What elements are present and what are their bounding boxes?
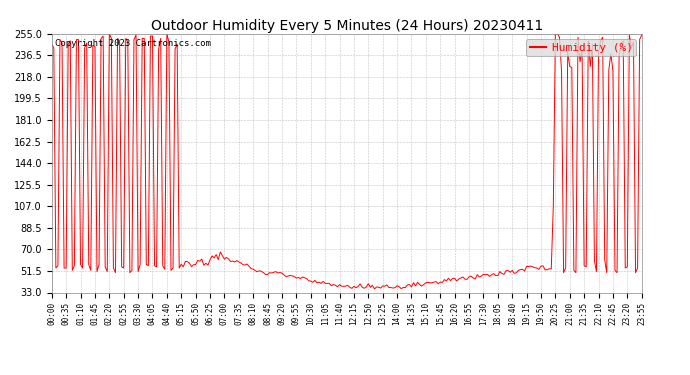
- Legend: Humidity (%): Humidity (%): [526, 39, 636, 56]
- Title: Outdoor Humidity Every 5 Minutes (24 Hours) 20230411: Outdoor Humidity Every 5 Minutes (24 Hou…: [150, 19, 543, 33]
- Text: Copyright 2023 Cartronics.com: Copyright 2023 Cartronics.com: [55, 39, 210, 48]
